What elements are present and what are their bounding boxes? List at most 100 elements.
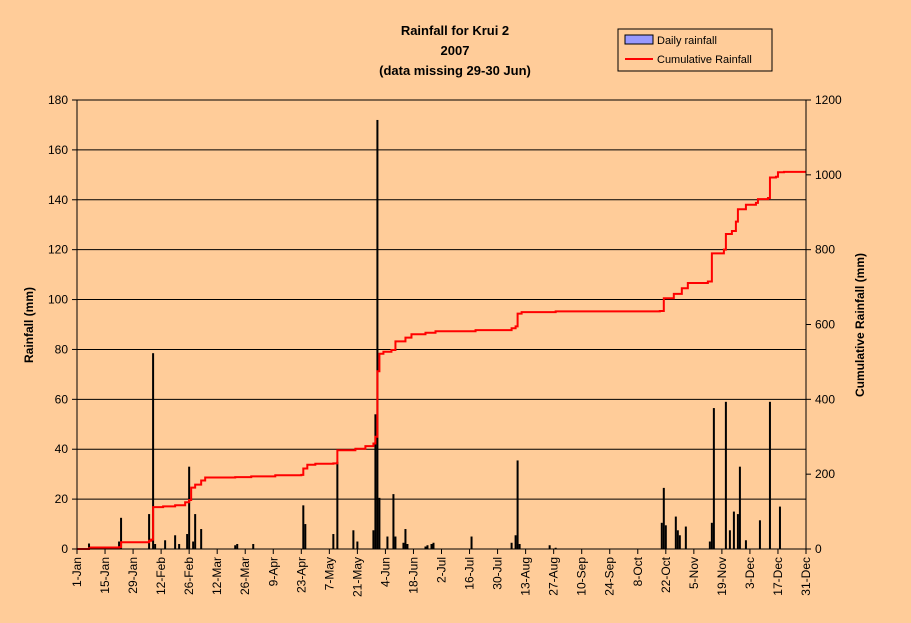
daily-rainfall-bar (186, 534, 189, 549)
daily-rainfall-bar (554, 547, 557, 549)
x-tick-label: 4-Jun (378, 557, 392, 587)
left-tick-label: 60 (55, 392, 69, 406)
daily-rainfall-bar (188, 466, 191, 549)
daily-rainfall-bar (548, 545, 551, 549)
daily-rainfall-bar (678, 535, 681, 549)
right-tick-label: 800 (815, 243, 835, 257)
right-tick-label: 1200 (815, 93, 842, 107)
x-tick-label: 5-Nov (687, 557, 701, 589)
daily-rainfall-bar (374, 414, 377, 549)
chart-subtitle-year: 2007 (441, 43, 470, 58)
daily-rainfall-bar (376, 119, 379, 550)
daily-rainfall-bar (120, 517, 123, 549)
x-tick-label: 17-Dec (771, 557, 785, 596)
daily-rainfall-bar (732, 511, 735, 549)
right-tick-label: 400 (815, 392, 835, 406)
x-tick-label: 10-Sep (575, 557, 589, 596)
legend: Daily rainfall Cumulative Rainfall (617, 28, 773, 72)
x-tick-label: 12-Mar (210, 557, 224, 595)
daily-rainfall-bar (514, 535, 517, 549)
daily-rainfall-bar (178, 544, 181, 549)
daily-rainfall-bar (728, 530, 731, 549)
daily-rainfall-bar (304, 524, 307, 549)
x-tick-label: 21-May (350, 557, 364, 597)
x-tick-label: 12-Feb (154, 557, 168, 595)
daily-rainfall-bar (710, 522, 713, 549)
daily-rainfall-bar (174, 535, 177, 549)
x-tick-label: 8-Oct (631, 556, 645, 586)
x-tick-label: 13-Aug (519, 557, 533, 596)
daily-rainfall-bar (378, 497, 381, 549)
x-tick-label: 30-Jul (491, 557, 505, 590)
x-tick-label: 26-Feb (182, 557, 196, 595)
daily-rainfall-bar (332, 534, 335, 549)
gridlines (77, 99, 806, 500)
daily-rainfall-bar (118, 541, 121, 549)
x-tick-label: 9-Apr (266, 557, 280, 586)
daily-rainfall-bar (664, 525, 667, 549)
daily-rainfall-bars (88, 119, 781, 550)
daily-rainfall-bar (164, 540, 167, 549)
left-tick-label: 100 (48, 293, 68, 307)
daily-rainfall-bar (392, 494, 395, 549)
daily-rainfall-bar (356, 541, 359, 549)
x-tick-label: 23-Apr (294, 557, 308, 593)
daily-rainfall-bar (406, 544, 409, 549)
left-tick-label: 120 (48, 243, 68, 257)
daily-rainfall-bar (234, 545, 237, 549)
x-tick-label: 16-Jul (463, 557, 477, 590)
daily-rainfall-bar (778, 506, 781, 549)
daily-rainfall-bar (470, 536, 473, 549)
daily-rainfall-bar (372, 530, 375, 549)
x-tick-label: 1-Jan (70, 557, 84, 587)
daily-rainfall-bar (236, 544, 239, 549)
daily-rainfall-bar (426, 545, 429, 549)
x-tick-label: 2-Jul (435, 557, 449, 583)
x-tick-label: 24-Sep (603, 557, 617, 596)
daily-rainfall-bar (430, 544, 433, 549)
x-tick-label: 19-Nov (715, 557, 729, 596)
daily-rainfall-bar (252, 544, 255, 549)
right-tick-label: 1000 (815, 168, 842, 182)
left-tick-label: 160 (48, 143, 68, 157)
daily-rainfall-bar (674, 516, 677, 549)
daily-rainfall-bar (88, 543, 91, 549)
daily-rainfall-bar (192, 541, 195, 549)
left-tick-label: 140 (48, 193, 68, 207)
x-tick-label: 29-Jan (126, 557, 140, 594)
daily-rainfall-bar (386, 536, 389, 549)
daily-rainfall-bar (200, 529, 203, 549)
x-tick-label: 31-Dec (799, 557, 813, 596)
daily-rainfall-bar (768, 401, 771, 549)
left-tick-label: 180 (48, 93, 68, 107)
daily-rainfall-bar (516, 460, 519, 549)
left-axis-label: Rainfall (mm) (22, 287, 36, 363)
daily-rainfall-bar (758, 520, 761, 549)
daily-rainfall-bar (708, 541, 711, 549)
cumulative-rainfall-line (77, 170, 806, 550)
daily-rainfall-bar (712, 408, 715, 549)
left-tick-label: 20 (55, 492, 69, 506)
x-tick-label: 18-Jun (406, 557, 420, 594)
right-tick-label: 0 (815, 542, 822, 556)
daily-rainfall-bar (660, 522, 663, 549)
daily-rainfall-bar (404, 529, 407, 549)
x-tick-label: 27-Aug (547, 557, 561, 596)
cumulative-rainfall-line-group (77, 170, 806, 550)
daily-rainfall-bar (662, 487, 665, 549)
right-axis-label: Cumulative Rainfall (mm) (853, 253, 867, 397)
daily-rainfall-bar (402, 542, 405, 549)
daily-rainfall-bar (744, 540, 747, 549)
daily-rainfall-bar (684, 526, 687, 549)
daily-rainfall-bar (154, 544, 157, 549)
left-tick-label: 40 (55, 442, 69, 456)
daily-rainfall-bar (336, 461, 339, 549)
daily-rainfall-bar (738, 466, 741, 549)
left-tick-label: 80 (55, 342, 69, 356)
daily-rainfall-bar (432, 542, 435, 549)
chart-subtitle-note: (data missing 29-30 Jun) (379, 63, 531, 78)
daily-rainfall-bar (394, 536, 397, 549)
daily-rainfall-bar (676, 530, 679, 549)
